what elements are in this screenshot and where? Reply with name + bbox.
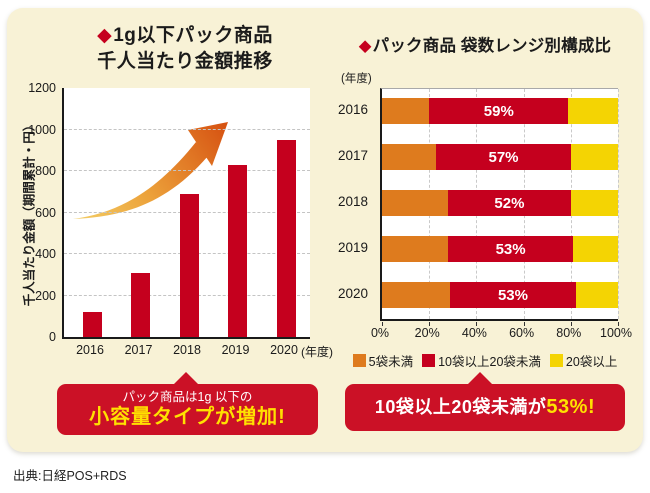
grid-line: [64, 170, 310, 171]
left-chart-title: ◆1g以下パック商品千人当たり金額推移: [35, 23, 335, 74]
x-tick-label: 20%: [414, 326, 440, 340]
legend-label: 20袋以上: [565, 355, 618, 369]
right-year-labels: 2016 2017 2018 2019 2020: [334, 88, 374, 318]
percent-label: 59%: [483, 102, 514, 120]
y-tick-label: 200: [35, 288, 56, 303]
diamond-icon: ◆: [358, 37, 372, 55]
legend-label: 10袋以上20袋未満: [438, 355, 541, 369]
y-tick-label: 400: [35, 247, 56, 261]
axis-tick: [618, 322, 619, 326]
segment-2018-0: [382, 190, 449, 216]
segment-2017-1: 57%: [436, 144, 571, 170]
segment-2017-2: [570, 144, 618, 170]
x-tick-label: 2017: [124, 343, 153, 357]
percent-label: 57%: [488, 148, 519, 166]
segment-2017-0: [382, 144, 437, 170]
chart-panel: ◆1g以下パック商品 千人当たり金額推移 千人当たり金額（期間累計・円） 0 200…: [7, 8, 643, 452]
right-x-axis-labels: 0% 20% 40% 60% 80% 100%: [371, 326, 632, 340]
y-tick-label: 800: [35, 164, 56, 178]
legend-item-0: 5袋未満: [352, 351, 414, 370]
segment-2016-2: [568, 98, 618, 124]
right-callout-text: 10袋以上20袋未満が: [374, 397, 547, 417]
x-tick-label: 60%: [509, 326, 535, 340]
segment-2020-1: 53%: [450, 282, 576, 308]
stacked-bar-2018: 52%: [382, 190, 618, 216]
bar-2017: [131, 272, 150, 337]
x-tick-label: 80%: [556, 326, 582, 340]
legend-swatch-icon: [422, 354, 436, 367]
left-callout: パック商品は1g 以下の 小容量タイプが増加!: [57, 372, 318, 435]
bar-2018: [179, 193, 199, 337]
x-tick-label: 0%: [370, 326, 390, 340]
stacked-bar-2016: 59%: [382, 98, 618, 124]
axis-tick: [429, 322, 431, 326]
y-tick-label: 1000: [28, 122, 56, 137]
year-label: 2020: [337, 286, 368, 301]
y-tick-label: 600: [35, 205, 56, 220]
stacked-bar-2020: 53%: [382, 282, 618, 308]
growth-arrow-icon: [73, 122, 228, 219]
legend: 5袋未満 10袋以上20袋未満 20袋以上: [337, 351, 633, 370]
callout-pointer-icon: [467, 372, 493, 385]
year-label: 2016: [337, 102, 368, 117]
source-note: 出典:日経POS+RDS: [13, 469, 127, 483]
left-callout-line2: 小容量タイプが増加!: [89, 406, 286, 428]
axis-tick: [523, 322, 525, 326]
y-tick-label: 0: [49, 330, 56, 344]
right-callout-highlight: 53%!: [546, 396, 596, 418]
stacked-bar-2017: 57%: [382, 144, 618, 170]
left-title-line1: 1g以下パック商品: [113, 25, 273, 46]
right-chart-title: ◆パック商品 袋数レンジ別構成比: [337, 32, 633, 56]
x-tick-label: 2020: [270, 343, 298, 357]
legend-swatch-icon: [549, 354, 563, 367]
grid-line: [64, 128, 310, 130]
callout-pointer-icon: [173, 372, 199, 385]
axis-tick: [476, 322, 478, 326]
segment-2016-0: [382, 98, 430, 124]
x-tick-label: 2016: [76, 343, 104, 357]
segment-2018-2: [570, 190, 618, 216]
segment-2020-0: [382, 282, 451, 308]
left-y-axis-ticks: 0 200 400 600 800 1000 1200: [16, 81, 56, 344]
left-plot-area: [62, 88, 310, 339]
x-tick-label: 40%: [461, 326, 487, 340]
percent-label: 52%: [494, 194, 525, 212]
stacked-bar-2019: 53%: [382, 236, 618, 262]
legend-swatch-icon: [352, 354, 366, 367]
legend-label: 5袋未満: [368, 355, 414, 369]
left-x-axis-labels: (年度) 2016 2017 2018 2019 2020: [62, 343, 333, 359]
segment-2016-1: 59%: [429, 98, 569, 124]
left-callout-line1: パック商品は1g 以下の: [122, 390, 253, 404]
percent-label: 53%: [495, 240, 526, 258]
segment-2018-1: 52%: [448, 190, 571, 216]
right-title-text: パック商品 袋数レンジ別構成比: [372, 37, 612, 55]
y-tick-label: 1200: [28, 81, 56, 95]
diamond-icon: ◆: [97, 25, 113, 46]
segment-2019-1: 53%: [448, 236, 574, 262]
bar-2020: [276, 139, 296, 337]
segment-2019-2: [573, 236, 618, 262]
axis-tick: [382, 322, 383, 326]
left-x-axis-unit: (年度): [301, 345, 333, 359]
right-unit-label: (年度): [341, 73, 372, 85]
legend-item-2: 20袋以上: [549, 351, 618, 370]
segment-2020-2: [575, 282, 618, 308]
percent-label: 53%: [497, 286, 528, 304]
left-title-line2: 千人当たり金額推移: [97, 50, 273, 72]
segment-2019-0: [382, 236, 449, 262]
legend-item-1: 10袋以上20袋未満: [422, 351, 541, 370]
grid-line: [618, 89, 619, 319]
bar-2016: [82, 312, 102, 337]
x-tick-label: 2018: [173, 343, 201, 357]
x-tick-label: 2019: [221, 343, 250, 357]
year-label: 2017: [337, 148, 368, 163]
x-tick-label: 100%: [600, 326, 632, 340]
bar-2019: [228, 164, 247, 337]
year-label: 2019: [337, 240, 368, 255]
axis-tick: [570, 322, 572, 326]
right-plot-area: 59% 57% 52% 53% 53%: [380, 88, 619, 326]
right-callout: 10袋以上20袋未満が53%!: [345, 372, 625, 431]
year-label: 2018: [337, 194, 368, 209]
